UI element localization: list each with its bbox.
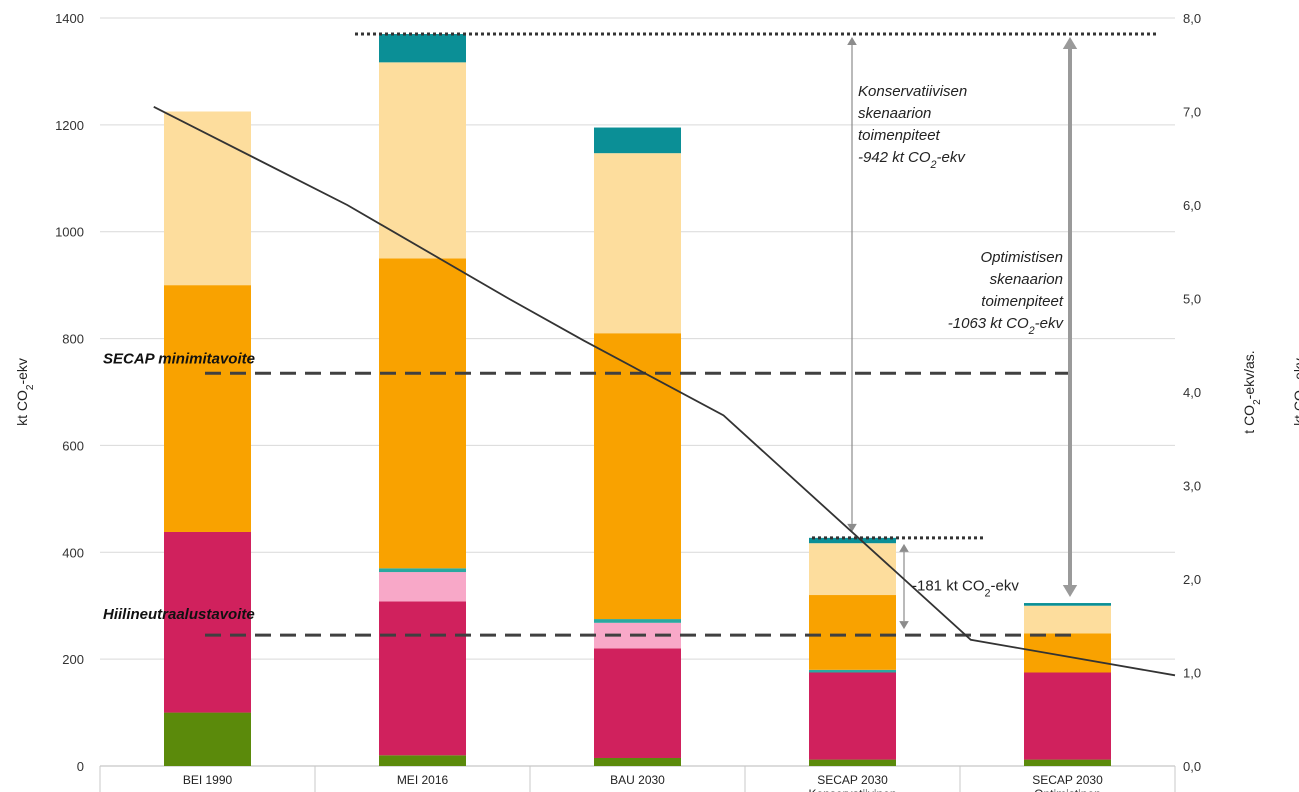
x-tick-label: SECAP 2030 [817, 773, 888, 787]
annotation-conservative: Konservatiivisen [858, 83, 967, 100]
y2-axis-title: t CO2-ekv/as. [1241, 350, 1263, 433]
bar-segment [809, 672, 896, 760]
bar-segment [164, 285, 251, 532]
y-tick-label: 1400 [55, 11, 84, 26]
annotation-conservative: -942 kt CO2-ekv [858, 149, 966, 171]
y2-axis-title-clipped: kt CO2-ekv [1291, 358, 1299, 426]
per-capita-series-line [153, 106, 1176, 677]
bar-segment [379, 755, 466, 766]
bars [164, 34, 1111, 766]
per-capita-line [153, 106, 1176, 677]
y2-tick-label: 0,0 [1183, 759, 1201, 774]
y2-tick-label: 1,0 [1183, 666, 1201, 681]
bar-segment [379, 62, 466, 259]
bar-segment [1024, 759, 1111, 766]
bar-segment [594, 333, 681, 620]
arrow-head [847, 37, 857, 46]
bar-segment [594, 153, 681, 334]
y2-tick-label: 6,0 [1183, 198, 1201, 213]
bar-segment [1024, 605, 1111, 634]
y2-tick-label: 5,0 [1183, 292, 1201, 307]
x-tick-label: Optimistinen [1034, 787, 1101, 792]
y-tick-label: 0 [77, 759, 84, 774]
bar-segment [809, 537, 896, 544]
y-tick-label: 800 [62, 332, 84, 347]
x-tick-label: BEI 1990 [183, 773, 233, 787]
annotation-conservative: skenaarion [858, 105, 931, 122]
x-tick-label: Konservatiivinen [808, 787, 896, 792]
bar-segment [379, 568, 466, 573]
bar-segment [594, 757, 681, 766]
bar-segment [594, 127, 681, 154]
reference-line-label: Hiilineutraalustavoite [103, 606, 255, 623]
reduction-arrows [355, 32, 1158, 630]
reference-lines [205, 371, 1072, 637]
annotation-optimistic: toimenpiteet [981, 293, 1064, 310]
bar-segment [1024, 633, 1111, 673]
labels: 0 200 400 600 800 1000 1200 1400 0,0 1,0 2,0 3,0 4,0… [14, 11, 1299, 792]
bar-segment [164, 531, 251, 713]
y-tick-label: 1000 [55, 225, 84, 240]
y2-tick-label: 7,0 [1183, 105, 1201, 120]
bar-segment [809, 543, 896, 596]
arrow-head [899, 543, 909, 552]
annotation-conservative: toimenpiteet [858, 127, 941, 144]
y2-tick-label: 4,0 [1183, 385, 1201, 400]
bar-segment [809, 595, 896, 670]
bar-segment [379, 572, 466, 602]
reference-line-label: SECAP minimitavoite [103, 350, 255, 367]
y2-tick-label: 2,0 [1183, 572, 1201, 587]
annotation-optimistic: -1063 kt CO2-ekv [948, 315, 1065, 337]
bar-segment [594, 619, 681, 623]
arrow-head [899, 621, 909, 630]
bar-segment [164, 712, 251, 766]
y-tick-label: 1200 [55, 118, 84, 133]
x-tick-label: SECAP 2030 [1032, 773, 1103, 787]
bar-segment [1024, 603, 1111, 606]
y-tick-label: 200 [62, 652, 84, 667]
bar-segment [379, 601, 466, 756]
annotation-difference: -181 kt CO2-ekv [912, 577, 1019, 599]
bar-segment [379, 34, 466, 63]
y2-tick-label: 3,0 [1183, 479, 1201, 494]
bar-segment [809, 759, 896, 766]
arrow-head [1062, 585, 1078, 598]
bar-segment [594, 648, 681, 758]
x-tick-label: BAU 2030 [610, 773, 665, 787]
bar-segment [164, 111, 251, 286]
bar-segment [379, 258, 466, 569]
y-axis-title: kt CO2-ekv [14, 358, 36, 426]
arrow-head [847, 523, 857, 532]
bar-segment [809, 669, 896, 673]
annotation-optimistic: skenaarion [990, 271, 1063, 288]
y2-tick-label: 8,0 [1183, 11, 1201, 26]
y-tick-label: 600 [62, 438, 84, 453]
annotation-optimistic: Optimistisen [980, 249, 1063, 266]
x-tick-label: MEI 2016 [397, 773, 449, 787]
y-tick-label: 400 [62, 545, 84, 560]
bar-segment [1024, 672, 1111, 760]
arrow-head [1062, 37, 1078, 50]
